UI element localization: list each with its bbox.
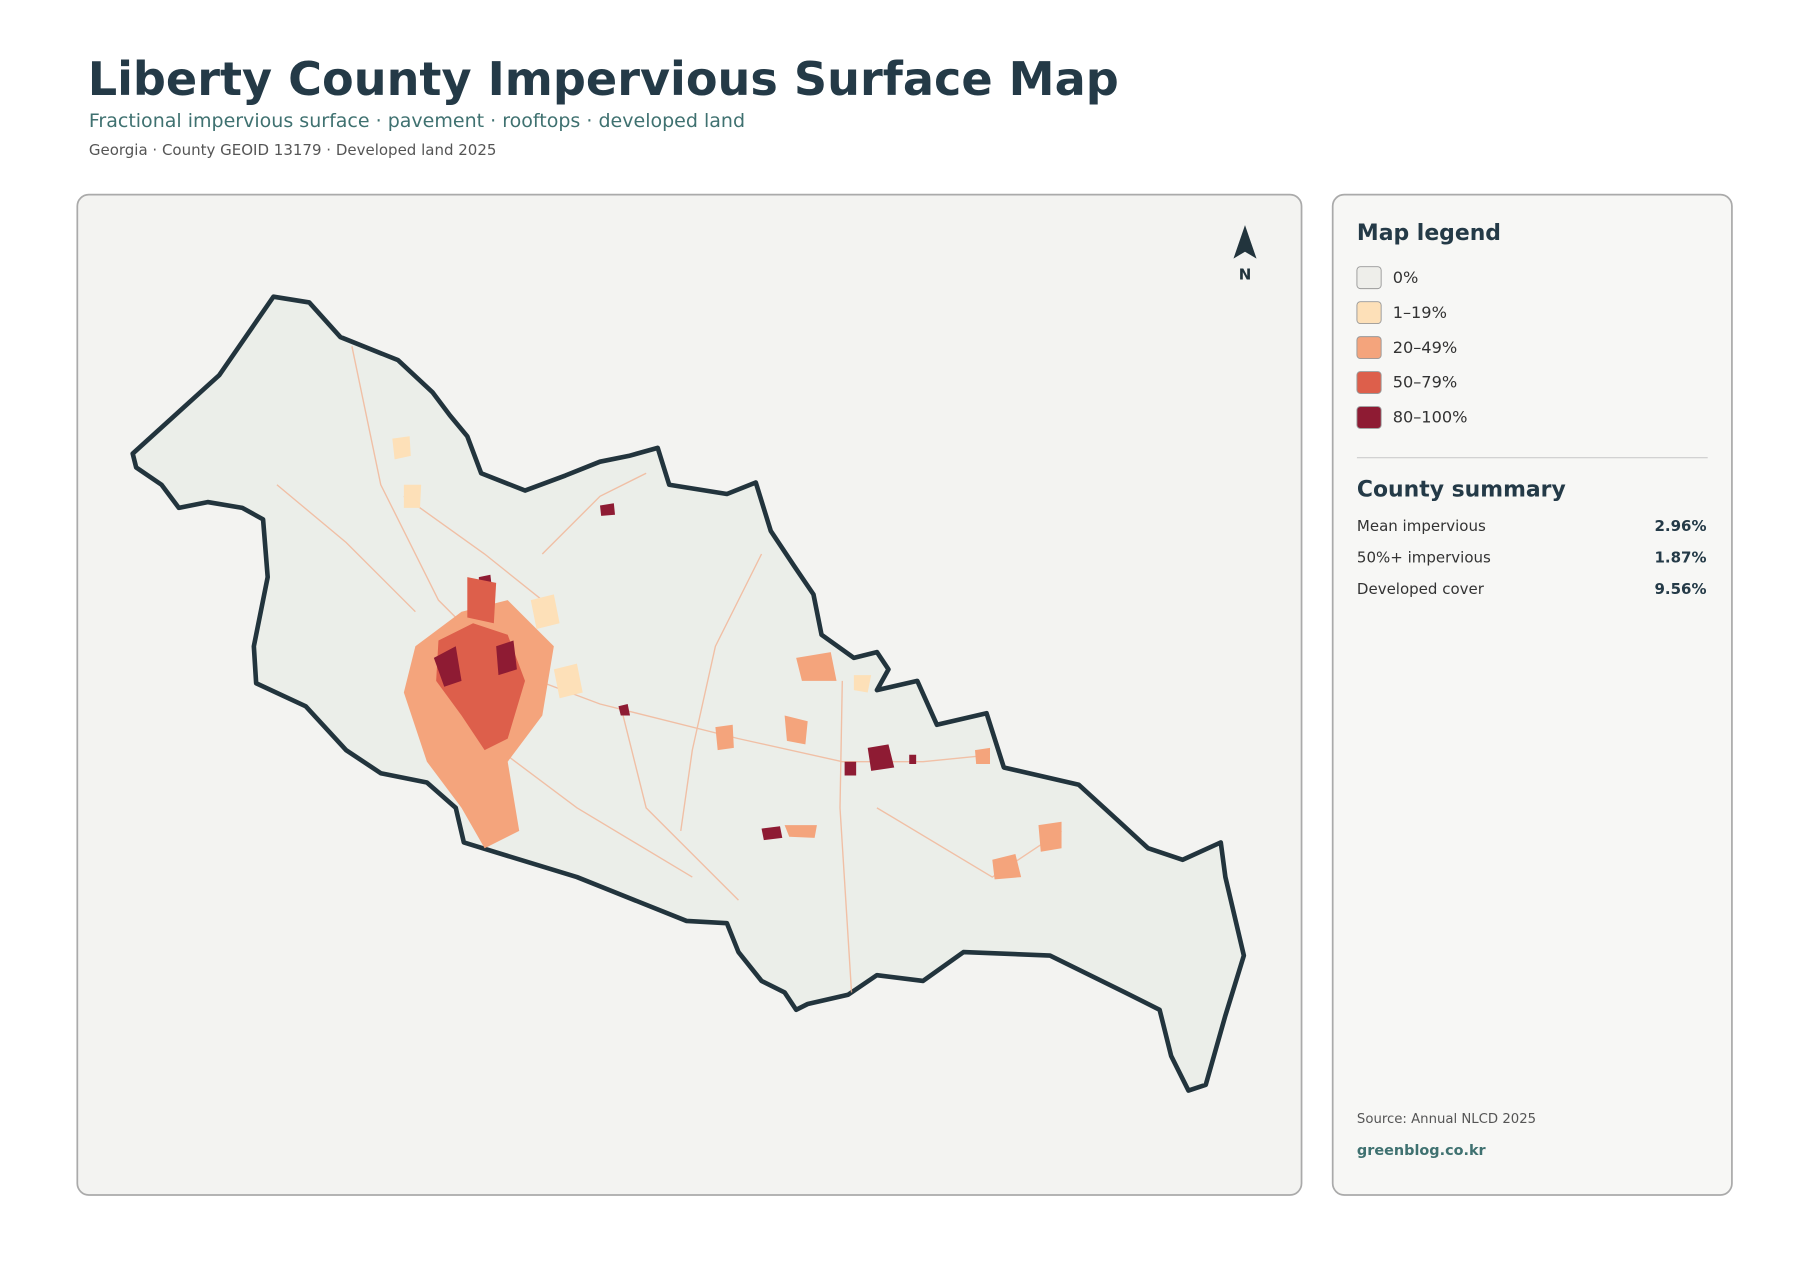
county-map bbox=[130, 294, 1247, 1093]
roads bbox=[276, 346, 1062, 993]
title: Liberty County Impervious Surface Map bbox=[88, 52, 1119, 106]
legend-panel bbox=[1331, 193, 1733, 1196]
legend-label: 20–49% bbox=[1393, 338, 1457, 357]
north-arrow-icon bbox=[1233, 225, 1257, 259]
summary-label: 50%+ impervious bbox=[1357, 548, 1491, 566]
legend-swatch bbox=[1356, 266, 1382, 290]
legend-swatch bbox=[1356, 301, 1382, 325]
subtitle: Fractional impervious surface · pavement… bbox=[89, 110, 745, 132]
legend-title: Map legend bbox=[1357, 221, 1501, 246]
meta: Georgia · County GEOID 13179 · Developed… bbox=[89, 141, 497, 159]
summary-rows: Mean impervious 2.96% 50%+ impervious 1.87%… bbox=[1357, 517, 1707, 598]
summary-title: County summary bbox=[1357, 477, 1566, 502]
legend-label: 50–79% bbox=[1393, 373, 1457, 392]
legend-swatch bbox=[1356, 406, 1382, 429]
developed-patches bbox=[392, 436, 1062, 880]
summary-label: Developed cover bbox=[1357, 580, 1485, 598]
legend-swatch bbox=[1356, 371, 1382, 394]
summary-value: 9.56% bbox=[1654, 580, 1706, 598]
legend-swatch bbox=[1356, 336, 1382, 360]
legend-label: 80–100% bbox=[1393, 408, 1468, 427]
site: greenblog.co.kr bbox=[1357, 1143, 1487, 1159]
summary-value: 2.96% bbox=[1654, 517, 1706, 535]
source: Source: Annual NLCD 2025 bbox=[1357, 1112, 1536, 1127]
summary-label: Mean impervious bbox=[1357, 517, 1486, 535]
summary-value: 1.87% bbox=[1654, 548, 1706, 566]
legend-label: 1–19% bbox=[1393, 303, 1447, 322]
north-arrow: N bbox=[1233, 225, 1257, 283]
legend-items: 0% 1–19% 20–49% 50–79% 80–100% bbox=[1356, 266, 1468, 429]
legend-label: 0% bbox=[1393, 268, 1419, 287]
north-label: N bbox=[1239, 265, 1252, 283]
